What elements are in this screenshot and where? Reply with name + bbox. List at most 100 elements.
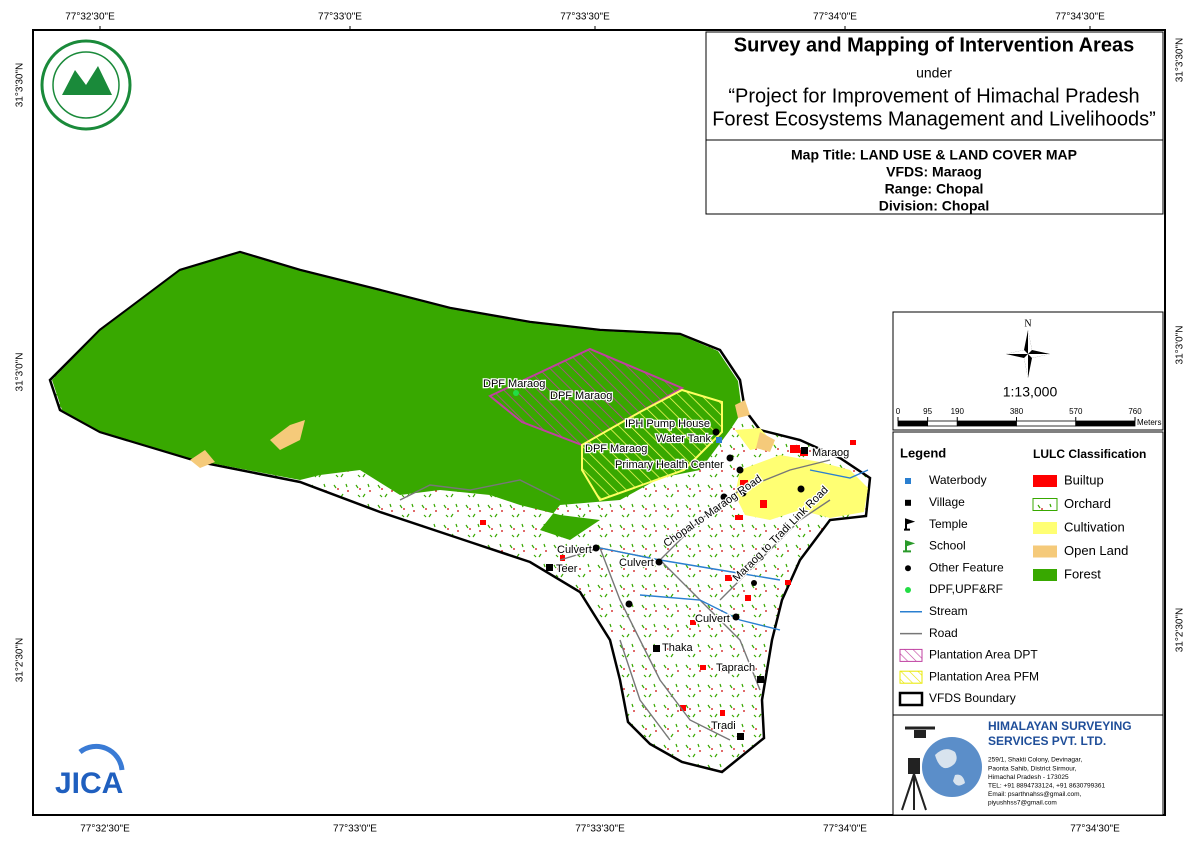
scale-segment (1016, 420, 1077, 427)
lon-label: 77°32'30"E (65, 12, 115, 23)
feature-points (513, 390, 808, 740)
legend-symbol (905, 587, 911, 593)
title: Survey and Mapping of Intervention Areas (734, 34, 1134, 56)
scale-ratio: 1:13,000 (1003, 384, 1058, 400)
legend-symbol (903, 540, 916, 553)
lon-label: 77°32'30"E (80, 824, 130, 835)
north-label: N (1024, 318, 1031, 329)
info-line: Division: Chopal (879, 198, 989, 214)
legend-symbol (904, 518, 916, 531)
address-line: Himachal Pradesh - 173025 (988, 774, 1069, 781)
company-address: 259/1, Shakti Colony, Devinagar,Paonta S… (988, 757, 1105, 807)
lulc-swatch (1033, 569, 1057, 581)
lulc-swatch (1033, 475, 1057, 487)
legend-label: Plantation Area DPT (929, 648, 1038, 662)
legend-label: School (929, 539, 966, 553)
place-label: Water Tank (656, 433, 712, 445)
legend-label: Temple (929, 517, 968, 531)
legend-symbol (905, 499, 911, 506)
lulc-label: Orchard (1064, 496, 1111, 511)
scale-tick-label: 190 (951, 407, 965, 416)
place-label: Teer (556, 563, 578, 575)
lulc-label: Builtup (1064, 472, 1104, 487)
place-label: Maraog (812, 447, 849, 459)
place-label: Culvert (557, 544, 592, 556)
cultivation (735, 428, 868, 520)
address-line: 259/1, Shakti Colony, Devinagar, (988, 757, 1082, 764)
lulc-swatch (1033, 545, 1057, 558)
company-name: SERVICES PVT. LTD. (988, 734, 1106, 748)
lulc-swatch (1032, 498, 1058, 511)
pfm-plantation (581, 388, 723, 502)
north-arrow-half (1006, 330, 1050, 378)
legend-label: Other Feature (929, 560, 1004, 574)
info-line: Range: Chopal (885, 181, 984, 197)
lon-label: 77°34'30"E (1070, 824, 1120, 835)
lon-label: 77°33'0"E (333, 824, 377, 835)
legend-label: Waterbody (929, 473, 987, 487)
place-label: Culvert (695, 613, 730, 625)
north-arrow (1006, 330, 1050, 378)
address-line: Paonta Sahib, District Sirmour, (988, 765, 1077, 772)
legend-label: Stream (929, 604, 968, 618)
lat-label: 31°3'0"N (1175, 326, 1186, 365)
jica-text: JICA (55, 767, 123, 800)
scale-bar: 0 95 190 380 570 760 Meters (896, 407, 1162, 427)
subtitle: under (916, 65, 952, 81)
scale-segment (897, 420, 929, 427)
place-label: Thaka (662, 642, 693, 654)
lat-label: 31°3'30"N (1175, 38, 1186, 83)
scale-tick-label: 380 (1010, 407, 1024, 416)
lulc-label: Forest (1064, 566, 1101, 581)
company-name: HIMALAYAN SURVEYING (988, 719, 1132, 733)
forest (52, 253, 742, 540)
legend-label: VFDS Boundary (929, 691, 1016, 705)
project-line: Forest Ecosystems Management and Livelih… (712, 108, 1156, 130)
scale-segment (1075, 420, 1136, 427)
scale-tick-label: 570 (1069, 407, 1083, 416)
legend-label: Village (929, 495, 965, 509)
company-logo (901, 726, 982, 811)
title-box (705, 31, 1164, 141)
place-label: Primary Health Center (615, 459, 724, 471)
project-line: “Project for Improvement of Himachal Pra… (728, 85, 1139, 107)
lat-label: 31°3'0"N (15, 353, 26, 392)
roads (399, 459, 831, 741)
lat-label: 31°3'30"N (15, 63, 26, 108)
scale-tick-label: 0 (896, 407, 901, 416)
legend-symbol (905, 478, 911, 484)
graticule: 77°32'30"E 77°33'0"E 77°33'30"E 77°34'0"E 77… (15, 12, 1186, 835)
lulc-label: Cultivation (1064, 519, 1125, 534)
lon-label: 77°34'0"E (813, 12, 857, 23)
scale-unit: Meters (1137, 418, 1161, 427)
lulc-label: Open Land (1064, 543, 1128, 558)
address-line: TEL: +91 8894733124, +91 8630799361 (988, 783, 1105, 790)
lat-label: 31°2'30"N (15, 638, 26, 683)
lat-label: 31°2'30"N (1175, 608, 1186, 653)
place-label: Taprach (716, 662, 755, 674)
place-label: DPF Maraog (550, 390, 612, 402)
lulc-title: LULC Classification (1033, 447, 1146, 461)
scale-segment (927, 420, 958, 427)
lon-label: 77°33'30"E (575, 824, 625, 835)
place-label: Culvert (619, 557, 654, 569)
legend-box (892, 431, 1164, 716)
place-label: DPF Maraog (483, 378, 545, 390)
scale-segment (956, 420, 1017, 427)
legend: Legend Waterbody Village Temple School Other … (898, 445, 1146, 707)
info-box (705, 139, 1164, 215)
lulc-swatch (1033, 522, 1057, 534)
streams (599, 469, 869, 631)
legend-symbol (905, 565, 911, 572)
lon-label: 77°34'30"E (1055, 12, 1105, 23)
legend-label: Road (929, 626, 958, 640)
info-line: VFDS: Maraog (886, 164, 982, 180)
legend-symbol (899, 670, 923, 684)
map-info: Map Title: LAND USE & LAND COVER MAPVFDS… (791, 147, 1077, 214)
legend-label: DPF,UPF&RF (929, 582, 1003, 596)
place-label: Tradi (711, 720, 736, 732)
lon-label: 77°33'0"E (318, 12, 362, 23)
legend-label: Plantation Area PFM (929, 669, 1039, 683)
lon-label: 77°34'0"E (823, 824, 867, 835)
scale-tick-label: 95 (923, 407, 932, 416)
